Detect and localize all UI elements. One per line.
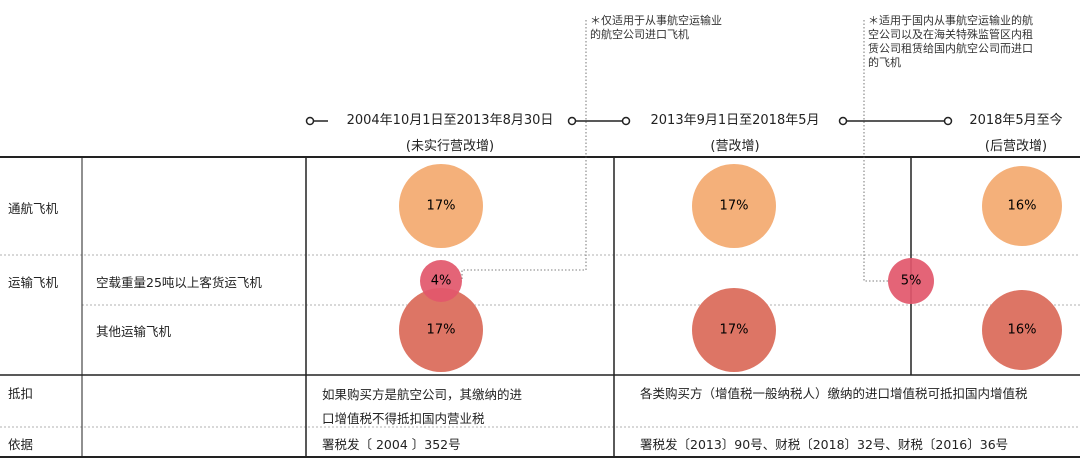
timeline-node [943, 116, 953, 126]
row-label-transport-other: 其他运输飞机 [96, 324, 172, 339]
bubble-label: 17% [427, 199, 456, 214]
timeline-node [621, 116, 631, 126]
timeline-node [838, 116, 848, 126]
period-dates: 2004年10月1日至2013年8月30日 [346, 113, 554, 128]
period-label: (后营改增) [984, 139, 1048, 154]
note-line: 的航空公司进口飞机 [590, 28, 689, 41]
bubble-other-period3 [982, 290, 1062, 370]
bubble-label: 16% [1008, 199, 1037, 214]
timeline [305, 116, 953, 126]
deduction-line: 口增值税不得抵扣国内营业税 [322, 411, 485, 426]
note2-connector [863, 20, 888, 282]
bubbles: 17% 17% 16% 17% 17% 16% 4% 5% [399, 164, 1062, 372]
note-special-zone: ＊适用于国内从事航空运输业的航 空公司以及在海关特殊监管区内租 赁公司租赁给国内… [868, 14, 1033, 70]
period-dates: 2018年5月至今 [969, 113, 1063, 128]
bubble-label: 17% [720, 199, 749, 214]
bubble-other-period2 [692, 288, 776, 372]
timeline-node [305, 116, 315, 126]
bubble-ga-period2 [692, 164, 776, 248]
deduction-line: 如果购买方是航空公司，其缴纳的进 [322, 387, 523, 402]
bubble-label: 17% [427, 323, 456, 338]
period-dates: 2013年9月1日至2018年5月 [650, 113, 820, 128]
note-line: 空公司以及在海关特殊监管区内租 [868, 28, 1033, 41]
deduction-period2: 各类购买方（增值税一般纳税人）缴纳的进口增值税可抵扣国内增值税 [640, 386, 1028, 401]
timeline-node [567, 116, 577, 126]
period-header-1: 2004年10月1日至2013年8月30日 (未实行营改增) [332, 110, 568, 158]
bubble-large-period2 [888, 258, 934, 304]
bubble-large-period1 [420, 260, 462, 302]
note-import-airlines: ＊仅适用于从事航空运输业 的航空公司进口飞机 [590, 14, 722, 42]
table-grid [0, 156, 1080, 458]
period-label: (未实行营改增) [405, 139, 495, 154]
note-line: ＊适用于国内从事航空运输业的航 [868, 14, 1033, 27]
basis-period2: 署税发〔2013〕90号、财税〔2018〕32号、财税〔2016〕36号 [640, 437, 1009, 452]
bubble-label: 5% [901, 274, 922, 289]
period-label: (营改增) [710, 139, 760, 154]
bubble-label: 17% [720, 323, 749, 338]
row-label-deduction: 抵扣 [8, 386, 34, 401]
deduction-period1: 如果购买方是航空公司，其缴纳的进 口增值税不得抵扣国内营业税 [322, 383, 522, 431]
row-label-transport-large: 空载重量25吨以上客货运飞机 [96, 275, 262, 290]
note-line: 赁公司租赁给国内航空公司而进口 [868, 42, 1033, 55]
note-line: ＊仅适用于从事航空运输业 [590, 14, 722, 27]
row-label-basis: 依据 [8, 437, 34, 452]
note-connectors [461, 20, 888, 282]
row-label-transport: 运输飞机 [8, 275, 59, 290]
period-header-2: 2013年9月1日至2018年5月 (营改增) [630, 110, 840, 158]
row-label-general-aviation: 通航飞机 [8, 201, 59, 216]
bubble-other-period1 [399, 288, 483, 372]
bubble-label: 16% [1008, 323, 1037, 338]
bubble-ga-period1 [399, 164, 483, 248]
period-header-3: 2018年5月至今 (后营改增) [952, 110, 1080, 158]
bubble-ga-period3 [982, 166, 1062, 246]
basis-period1: 署税发〔 2004 〕352号 [322, 437, 461, 452]
bubble-label: 4% [431, 274, 452, 289]
note-line: 的飞机 [868, 56, 901, 69]
note1-connector [461, 20, 587, 281]
